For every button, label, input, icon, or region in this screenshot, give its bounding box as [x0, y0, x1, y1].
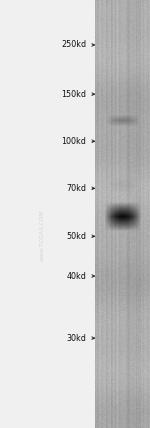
Text: 100kd: 100kd: [61, 137, 86, 146]
Text: 150kd: 150kd: [61, 89, 86, 99]
Text: www.TCGA3.COM: www.TCGA3.COM: [39, 210, 45, 261]
Text: 50kd: 50kd: [66, 232, 86, 241]
Text: 250kd: 250kd: [61, 40, 86, 50]
Text: 30kd: 30kd: [66, 333, 86, 343]
Bar: [0, 0, 95, 428]
Text: 40kd: 40kd: [66, 271, 86, 281]
Text: 70kd: 70kd: [66, 184, 86, 193]
